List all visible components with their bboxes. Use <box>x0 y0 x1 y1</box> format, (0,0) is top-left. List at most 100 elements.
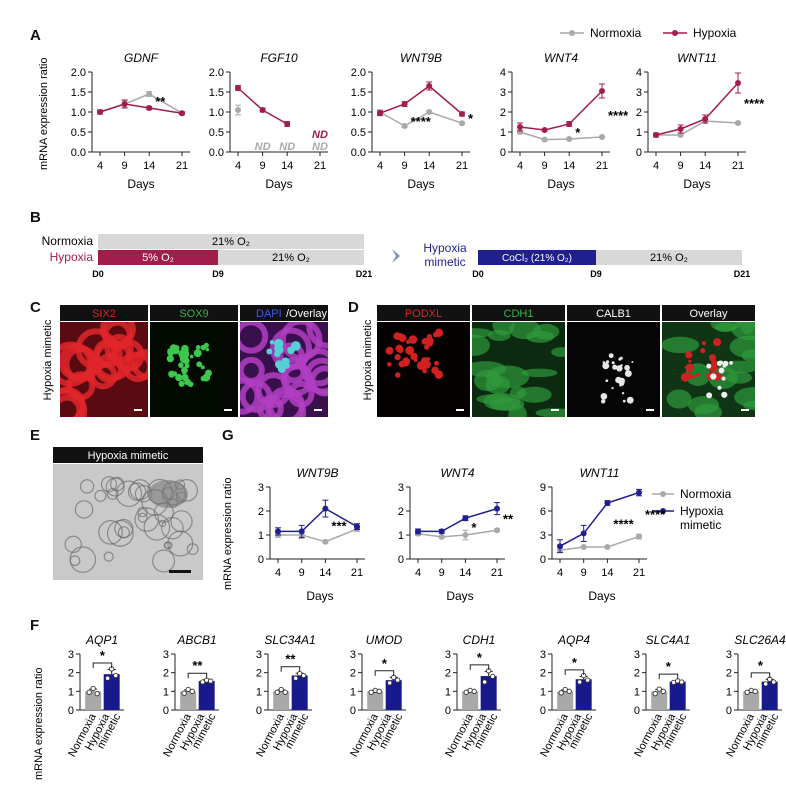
significance-label: **** <box>744 96 765 111</box>
x-tick-label: 21 <box>491 567 503 579</box>
replicate-point <box>660 688 666 694</box>
x-tick-label: 9 <box>299 567 305 579</box>
series-line-hypoxia <box>379 85 463 115</box>
significance-label: **** <box>645 507 666 522</box>
replicate-point <box>490 673 496 680</box>
x-tick-label: 9 <box>122 160 128 172</box>
y-tick-label: 0 <box>258 554 264 566</box>
tile-podxl: PODXL <box>377 305 470 417</box>
significance-label: ** <box>285 652 296 667</box>
x-tick-label: 9 <box>678 160 684 172</box>
y-tick-label: 2 <box>726 668 732 680</box>
tile-title-bar <box>377 305 470 321</box>
replicate-point <box>278 686 284 693</box>
x-tick-label: 14 <box>281 160 293 172</box>
bar <box>557 691 574 710</box>
data-point <box>259 107 266 113</box>
scale-bar <box>314 409 322 411</box>
replicate-point <box>763 681 769 687</box>
bar <box>743 691 760 710</box>
series-line-hypoxia <box>237 87 288 125</box>
tile-title-overlay: /Overlay <box>286 308 327 320</box>
chart-title: CDH1 <box>463 633 496 647</box>
b-mimetic-seg1-label: CoCl₂ (21% O₂) <box>502 253 572 264</box>
data-point <box>235 85 241 91</box>
replicate-point <box>771 679 777 685</box>
chart-title: SLC34A1 <box>264 633 315 647</box>
legend-A-hypoxia: Hypoxia <box>693 26 737 40</box>
chart-title: WNT11 <box>677 51 717 65</box>
replicate-point <box>376 688 382 694</box>
panel-label-A: A <box>30 27 41 44</box>
data-point <box>566 136 573 142</box>
x-axis-label-G2: Days <box>446 589 473 603</box>
x-tick-label: 9 <box>439 567 445 579</box>
bar <box>367 691 384 710</box>
data-point <box>494 505 500 512</box>
significance-bracket <box>658 673 679 680</box>
nd-label: ND <box>312 141 328 153</box>
significance-label: * <box>382 656 388 671</box>
replicate-point <box>558 690 564 696</box>
b-day-mid: D9 <box>212 269 224 279</box>
significance-bracket <box>469 664 490 670</box>
y-tick-label: 0 <box>540 554 546 566</box>
y-tick-label: 1 <box>68 686 74 698</box>
significance-label: *** <box>331 519 347 534</box>
tile-image <box>472 322 565 417</box>
x-axis-label-G1: Days <box>306 589 333 603</box>
x-axis-label: Days <box>265 177 292 191</box>
b-hypoxia-seg1-label: 5% O₂ <box>142 252 174 264</box>
y-tick-label: 3 <box>350 649 356 661</box>
arrow-icon <box>392 249 400 263</box>
data-point <box>636 533 642 540</box>
y-axis-label-A: mRNA expression ratio <box>38 58 50 171</box>
y-tick-label: 1 <box>258 530 264 542</box>
chart-title: ABCB1 <box>176 633 216 647</box>
line-chart-G3: WNT11 0 3 6 9 4 9 14 21 **** **** <box>540 466 666 579</box>
data-point <box>426 109 433 115</box>
data-point <box>354 523 360 530</box>
significance-label: * <box>468 111 474 126</box>
data-point <box>462 515 469 522</box>
b-mimetic-seg1 <box>478 250 596 265</box>
significance-bracket <box>92 662 113 668</box>
y-tick-label: 1 <box>634 686 640 698</box>
replicate-point <box>566 688 572 694</box>
y-tick-label: 0.5 <box>351 127 366 139</box>
tile-title: CALB1 <box>596 308 631 320</box>
line-chart-A1: GDNF 0.0 0.5 1.0 1.5 2.0 4 9 14 21 Days ** <box>71 51 190 191</box>
significance-label: * <box>575 125 581 140</box>
series-line-normoxia <box>417 529 498 538</box>
x-tick-label: 9 <box>542 160 548 172</box>
e-scale-bar <box>169 570 191 573</box>
y-tick-label: 3 <box>163 649 169 661</box>
series-line-hypoxia-mimetic <box>559 491 640 547</box>
bar <box>198 681 215 710</box>
significance-label: * <box>572 655 578 670</box>
replicate-point <box>113 672 119 679</box>
b-mimetic-seg2 <box>596 250 742 265</box>
y-tick-label: 3 <box>636 87 642 99</box>
tile-title-bar <box>60 305 148 321</box>
tile-title: Overlay <box>690 308 728 320</box>
y-tick-label: 2 <box>398 506 404 518</box>
y-tick-label: 3 <box>258 482 264 494</box>
data-point <box>541 127 548 133</box>
b-hypoxia-seg1 <box>98 250 218 265</box>
replicate-point <box>387 680 393 686</box>
tile-image <box>377 322 470 417</box>
y-tick-label: 1.5 <box>209 87 224 99</box>
data-point <box>426 83 433 89</box>
y-tick-label: 2 <box>445 668 451 680</box>
y-tick-label: 6 <box>540 506 546 518</box>
b-normoxia-bar-label: 21% O₂ <box>212 236 250 248</box>
y-tick-label: 3 <box>540 649 546 661</box>
c-side-label: Hypoxia mimetic <box>42 319 54 400</box>
y-tick-label: 1.0 <box>351 107 366 119</box>
